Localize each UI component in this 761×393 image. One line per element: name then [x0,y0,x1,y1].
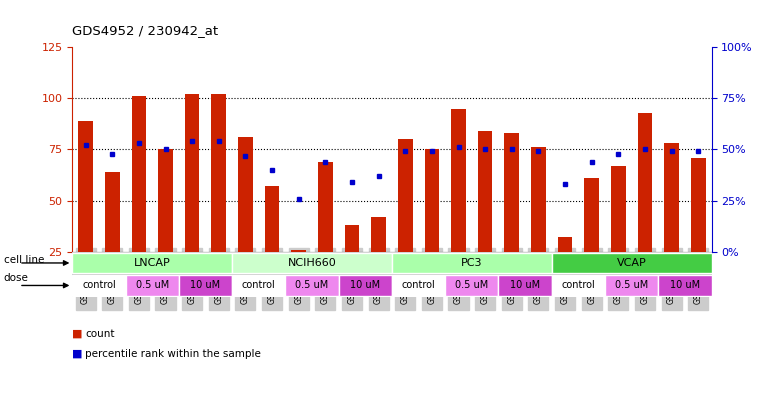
Text: 10 uM: 10 uM [670,281,700,290]
Bar [291,250,306,252]
Text: control: control [562,281,595,290]
Text: LNCAP: LNCAP [134,258,170,268]
Text: ■: ■ [72,329,83,339]
Bar [371,217,386,252]
Bar [238,137,253,252]
Text: cell line: cell line [4,255,44,265]
Text: control: control [82,281,116,290]
Bar [611,166,626,252]
Bar [232,275,285,296]
Bar [265,186,279,252]
Text: 10 uM: 10 uM [510,281,540,290]
Bar [638,113,652,252]
Text: control: control [402,281,435,290]
Text: PC3: PC3 [461,258,482,268]
Bar [558,237,572,252]
Text: GDS4952 / 230942_at: GDS4952 / 230942_at [72,24,218,37]
Bar [158,149,173,252]
Bar [285,275,339,296]
Bar [691,158,705,252]
Bar [398,139,412,252]
Text: ■: ■ [72,349,83,359]
Bar [72,275,126,296]
Text: 0.5 uM: 0.5 uM [455,281,489,290]
Bar [132,96,146,252]
Bar [531,147,546,252]
Text: 10 uM: 10 uM [350,281,380,290]
Bar [552,253,712,273]
Text: 0.5 uM: 0.5 uM [295,281,329,290]
Text: percentile rank within the sample: percentile rank within the sample [85,349,261,359]
Bar [605,275,658,296]
Bar [72,253,232,273]
Text: VCAP: VCAP [616,258,647,268]
Bar [584,178,599,252]
Bar [78,121,93,252]
Bar [185,94,199,252]
Bar [445,275,498,296]
Bar [392,275,445,296]
Bar [232,253,392,273]
Bar [425,149,439,252]
Bar [478,131,492,252]
Bar [664,143,679,252]
Bar [451,108,466,252]
Text: 0.5 uM: 0.5 uM [135,281,169,290]
Bar [318,162,333,252]
Bar [212,94,226,252]
Bar [179,275,232,296]
Bar [498,275,552,296]
Bar [345,225,359,252]
Text: dose: dose [4,274,29,283]
Bar [339,275,392,296]
Text: control: control [242,281,275,290]
Bar [658,275,712,296]
Bar [392,253,552,273]
Text: NCIH660: NCIH660 [288,258,336,268]
Text: count: count [85,329,115,339]
Text: 0.5 uM: 0.5 uM [615,281,648,290]
Bar [126,275,179,296]
Bar [552,275,605,296]
Bar [505,133,519,252]
Bar [105,172,119,252]
Text: 10 uM: 10 uM [190,281,221,290]
